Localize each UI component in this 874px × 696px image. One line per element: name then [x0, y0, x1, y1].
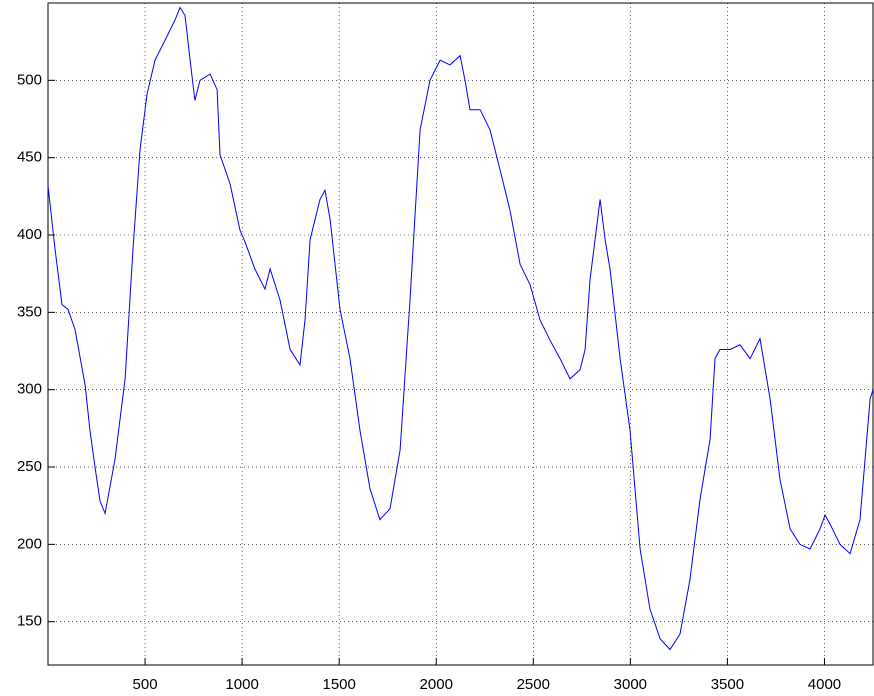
y-tick-label: 150	[17, 613, 42, 630]
x-tick-label: 2500	[517, 676, 550, 693]
axes-box	[47, 2, 874, 666]
y-tick-label: 250	[17, 458, 42, 475]
x-tick-label: 1000	[225, 676, 258, 693]
x-tick-label: 4000	[808, 676, 841, 693]
x-tick-label: 2000	[420, 676, 453, 693]
y-tick-label: 350	[17, 303, 42, 320]
y-tick-label: 300	[17, 381, 42, 398]
x-tick-label: 500	[133, 676, 158, 693]
y-tick-label: 200	[17, 535, 42, 552]
x-tick-label: 3000	[614, 676, 647, 693]
y-tick-label: 400	[17, 226, 42, 243]
x-tick-label: 1500	[322, 676, 355, 693]
data-line	[47, 6, 874, 651]
y-tick-label: 450	[17, 149, 42, 166]
y-tick-label: 500	[17, 71, 42, 88]
x-tick-label: 3500	[711, 676, 744, 693]
